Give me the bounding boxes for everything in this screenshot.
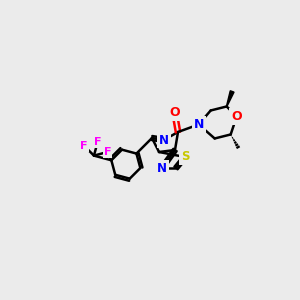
Text: N: N: [157, 161, 167, 175]
Text: F: F: [104, 147, 111, 157]
Text: S: S: [181, 151, 189, 164]
Text: N: N: [194, 118, 204, 131]
Text: O: O: [231, 110, 242, 123]
Text: N: N: [159, 134, 169, 146]
Text: F: F: [94, 137, 101, 147]
Text: F: F: [80, 141, 88, 151]
Text: O: O: [169, 106, 180, 119]
Polygon shape: [226, 91, 234, 106]
